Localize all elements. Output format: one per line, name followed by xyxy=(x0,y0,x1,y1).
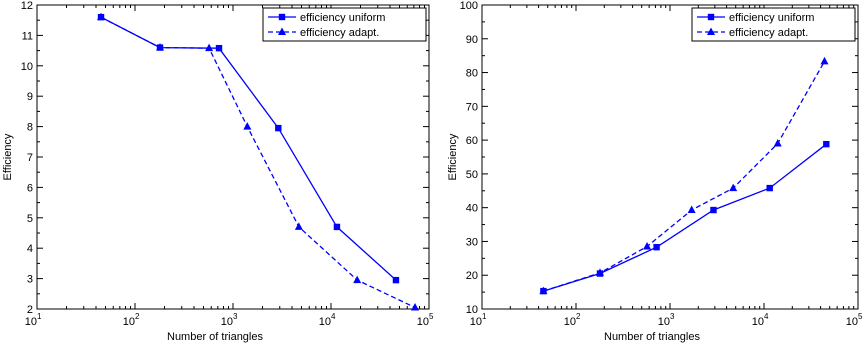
y-tick-label: 70 xyxy=(466,101,478,113)
square-marker xyxy=(710,206,717,214)
triangle-marker xyxy=(539,286,548,295)
x-tick-label: 10 xyxy=(221,316,233,328)
triangle-marker xyxy=(411,302,420,311)
triangle-marker xyxy=(294,222,303,230)
y-tick-label: 80 xyxy=(466,68,478,80)
y-tick-label: 8 xyxy=(27,122,33,134)
plot-frame xyxy=(481,4,859,310)
y-axis-title: Efficiency xyxy=(447,133,459,180)
x-tick-exponent: 3 xyxy=(670,312,675,321)
triangle-marker xyxy=(595,268,604,276)
x-tick-exponent: 2 xyxy=(135,312,140,321)
y-tick-label: 12 xyxy=(21,0,33,12)
triangle-marker xyxy=(643,242,652,250)
x-axis-title: Number of triangles xyxy=(604,331,700,343)
legend-label: efficiency adapt. xyxy=(729,27,808,39)
y-tick-label: 5 xyxy=(27,213,33,225)
series-adapt xyxy=(539,56,829,295)
x-axis-title: Number of triangles xyxy=(167,331,263,343)
triangle-marker xyxy=(773,138,782,147)
triangle-marker xyxy=(729,183,738,192)
x-tick-label: 10 xyxy=(846,316,858,328)
x-tick-label: 10 xyxy=(123,316,135,328)
y-tick-label: 3 xyxy=(27,274,33,286)
x-tick-exponent: 4 xyxy=(764,312,769,321)
legend-label: efficiency uniform xyxy=(300,12,385,24)
y-axis-title: Efficiency xyxy=(2,133,14,180)
legend: efficiency uniform efficiency adapt. xyxy=(691,7,856,42)
x-tick-label: 10 xyxy=(25,316,37,328)
triangle-marker xyxy=(687,205,696,214)
y-tick-label: 90 xyxy=(466,34,478,46)
y-tick-label: 100 xyxy=(460,0,478,12)
series-line xyxy=(100,16,416,309)
x-tick-label: 10 xyxy=(752,316,764,328)
x-tick-label: 10 xyxy=(417,316,429,328)
x-tick-exponent: 4 xyxy=(331,312,336,321)
y-tick-label: 7 xyxy=(27,152,33,164)
y-tick-label: 60 xyxy=(466,135,478,147)
y-tick-label: 10 xyxy=(466,304,478,316)
triangle-marker xyxy=(353,275,362,284)
series-adapt xyxy=(97,12,420,311)
x-tick-exponent: 2 xyxy=(576,312,581,321)
square-marker xyxy=(707,13,715,21)
square-marker xyxy=(823,140,830,148)
triangle-marker xyxy=(707,27,715,35)
x-tick-label: 10 xyxy=(658,316,670,328)
y-tick-label: 20 xyxy=(466,270,478,282)
x-tick-exponent: 1 xyxy=(482,312,487,321)
triangle-marker xyxy=(97,12,106,21)
x-tick-label: 10 xyxy=(470,316,482,328)
series-line xyxy=(100,16,397,281)
square-marker xyxy=(278,13,286,21)
series-line xyxy=(543,61,826,292)
x-tick-exponent: 3 xyxy=(233,312,238,321)
y-tick-label: 10 xyxy=(21,61,33,73)
square-marker xyxy=(766,184,773,192)
triangle-marker xyxy=(278,27,286,35)
legend-label: efficiency uniform xyxy=(729,12,814,24)
series-line xyxy=(543,143,827,292)
y-tick-label: 40 xyxy=(466,203,478,215)
series-uniform xyxy=(97,13,400,284)
y-tick-label: 9 xyxy=(27,91,33,103)
triangle-marker xyxy=(243,122,252,130)
plot-frame xyxy=(36,4,430,310)
x-axis-ticks xyxy=(36,5,430,309)
square-marker xyxy=(275,124,282,132)
legend: efficiency uniform efficiency adapt. xyxy=(262,7,427,42)
y-tick-label: 11 xyxy=(22,30,33,42)
y-tick-label: 2 xyxy=(27,304,33,316)
y-tick-label: 30 xyxy=(466,236,478,248)
x-tick-exponent: 5 xyxy=(858,312,863,321)
x-tick-exponent: 1 xyxy=(37,312,42,321)
series-uniform xyxy=(540,140,830,295)
square-marker xyxy=(392,276,400,284)
triangle-marker xyxy=(205,43,214,52)
square-marker xyxy=(653,243,660,251)
x-axis-ticks xyxy=(481,5,859,309)
legend-label: efficiency adapt. xyxy=(300,27,379,39)
triangle-marker xyxy=(820,56,829,65)
x-tick-label: 10 xyxy=(564,316,576,328)
square-marker xyxy=(333,223,341,231)
square-marker xyxy=(215,44,223,52)
x-tick-exponent: 5 xyxy=(429,312,434,321)
triangle-marker xyxy=(156,43,165,51)
legend-box xyxy=(691,7,856,42)
chart-panel-2: 10 1 10 2 10 3 10 4 10 5102030405060708090100Numb… xyxy=(447,0,863,343)
y-tick-label: 6 xyxy=(27,182,33,194)
y-tick-label: 50 xyxy=(466,169,478,181)
y-tick-label: 4 xyxy=(27,243,33,255)
x-tick-label: 10 xyxy=(319,316,331,328)
legend-box xyxy=(262,7,427,42)
